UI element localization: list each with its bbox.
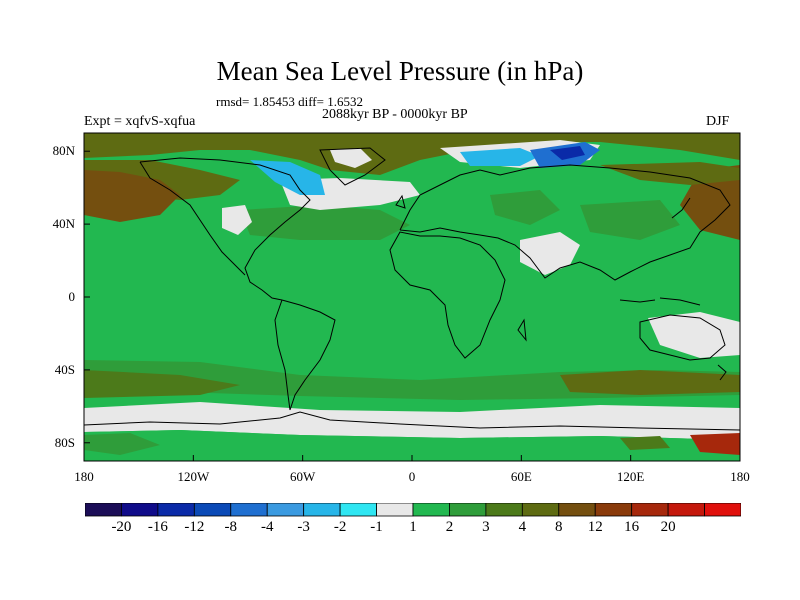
colorbar xyxy=(85,503,741,517)
north-pacific-brown-region xyxy=(84,170,180,222)
colorbar-label: -4 xyxy=(260,519,274,535)
tick-marks xyxy=(83,150,741,461)
colorbar-label: -16 xyxy=(147,519,168,535)
x-tick-label: 60W xyxy=(290,469,316,484)
colorbar-box xyxy=(339,503,377,517)
australia-grey-region xyxy=(648,312,740,358)
hudson-bay-cyan-anomaly xyxy=(250,160,325,195)
stats-text: rmsd= 1.85453 diff= 1.6532 xyxy=(216,94,363,109)
south-america-west-coast xyxy=(274,299,291,411)
y-tick-label: 80S xyxy=(54,434,75,450)
colorbar-box xyxy=(449,503,487,517)
north-america-west-coast xyxy=(139,161,246,276)
y-tick-label: 80N xyxy=(52,143,75,159)
colorbar-box xyxy=(303,503,341,517)
colorbar-box xyxy=(376,503,414,517)
y-tick-label: 40N xyxy=(52,216,75,232)
eurasia-coast xyxy=(399,164,731,281)
colorbar-label: -8 xyxy=(224,519,238,535)
x-tick-label: 120E xyxy=(616,469,645,484)
antarctic-red-patch-east xyxy=(690,433,740,455)
colorbar-box xyxy=(266,503,305,517)
x-tick-label: 0 xyxy=(408,469,416,484)
colorbar-box xyxy=(521,503,560,517)
period-label: 2088kyr BP - 0000kyr BP xyxy=(322,107,468,122)
colorbar-label: 16 xyxy=(624,519,640,535)
south-indian-olive-band xyxy=(560,370,740,395)
colorbar-box xyxy=(667,503,705,517)
colorbar-label: -3 xyxy=(297,519,310,535)
colorbar-label: -12 xyxy=(184,519,205,535)
japan-coast xyxy=(671,197,691,219)
colorbar-label: -20 xyxy=(111,519,132,535)
colorbar-box xyxy=(412,503,450,517)
antarctic-green-patch-west xyxy=(84,433,160,455)
antarctic-olive-patch xyxy=(620,436,670,450)
chart-title: Mean Sea Level Pressure (in hPa) xyxy=(216,56,584,86)
coastlines xyxy=(84,147,740,431)
eurasia-green-region xyxy=(490,190,560,225)
x-tick-label: 180 xyxy=(730,469,750,484)
y-tick-label: 0 xyxy=(68,289,76,304)
central-asia-green-region xyxy=(580,200,680,240)
south-america-east-coast xyxy=(281,299,336,411)
north-america-grey-patch xyxy=(222,205,252,235)
barents-cyan-anomaly xyxy=(460,148,540,166)
uk-coast xyxy=(395,194,406,209)
x-tick-label: 120W xyxy=(177,469,210,484)
antarctic-green-band xyxy=(84,430,740,461)
north-atlantic-green-region xyxy=(240,205,410,240)
indonesia-coast-1 xyxy=(619,299,656,303)
colorbar-box xyxy=(558,503,596,517)
colorbar-label: -1 xyxy=(370,519,383,535)
x-tick-label: 180 xyxy=(74,469,94,484)
colorbar-label: 20 xyxy=(660,519,676,535)
colorbar-label: -2 xyxy=(333,519,347,535)
siberia-navy-anomaly xyxy=(550,146,585,160)
y-tick-label: 40S xyxy=(54,361,75,377)
antarctic-grey-band xyxy=(84,402,740,440)
colorbar-box xyxy=(230,503,268,517)
experiment-label: Expt = xqfvS-xqfua xyxy=(84,114,196,129)
colorbar-box xyxy=(485,503,523,517)
colorbar-box xyxy=(157,503,195,517)
greenland-grey-patch xyxy=(330,148,372,168)
new-zealand-coast xyxy=(717,364,727,381)
australia-coast xyxy=(639,314,726,361)
colorbar-label: 8 xyxy=(555,519,563,535)
siberia-olive-region xyxy=(600,162,740,185)
colorbar-label: 4 xyxy=(518,519,527,535)
colorbar-label: 2 xyxy=(445,519,454,535)
colorbar-label: 1 xyxy=(409,519,417,535)
north-america-coast xyxy=(139,157,311,301)
colorbar-box xyxy=(85,503,122,517)
indonesia-coast-2 xyxy=(659,297,701,306)
colorbar-label: 12 xyxy=(587,519,603,535)
colorbar-box xyxy=(193,503,232,517)
arctic-high-region xyxy=(84,133,740,175)
antarctica-coast xyxy=(84,411,740,431)
map-field xyxy=(84,133,740,461)
greenland-coast xyxy=(319,147,386,186)
madagascar-coast xyxy=(517,318,527,342)
colorbar-box xyxy=(594,503,633,517)
colorbar-box xyxy=(631,503,669,517)
colorbar-box xyxy=(704,503,741,517)
colorbar-box xyxy=(121,503,159,517)
south-pacific-olive-band xyxy=(84,370,240,398)
africa-coast xyxy=(389,231,506,359)
x-tick-label: 60E xyxy=(510,469,532,484)
colorbar-label: 3 xyxy=(482,519,490,535)
season-label: DJF xyxy=(706,114,730,129)
